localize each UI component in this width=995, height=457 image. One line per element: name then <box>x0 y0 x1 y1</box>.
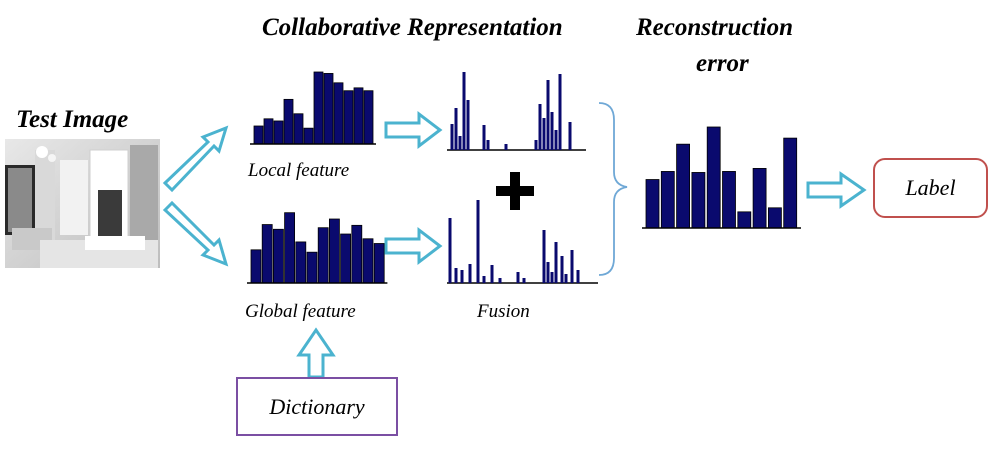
reconstruction-error-bar <box>706 126 721 229</box>
label-text: Label <box>905 175 956 200</box>
dictionary-box: Dictionary <box>236 377 398 436</box>
local-feature-bar <box>333 82 344 145</box>
reconstruction-error-bar <box>783 137 798 229</box>
local-feature-bar <box>253 125 264 145</box>
local-feature-bar <box>353 87 364 145</box>
arrow-icon <box>806 171 867 209</box>
reconstruction-error-bar <box>752 168 767 229</box>
local-feature-histogram <box>250 71 376 145</box>
local-feature-bar <box>363 90 374 145</box>
fusion-label: Fusion <box>477 301 530 322</box>
arrow-icon <box>162 125 229 193</box>
plus-icon <box>496 172 534 210</box>
global-feature-bar <box>362 238 374 284</box>
global-feature-bar <box>328 218 340 284</box>
reconstruction-error-bar <box>645 179 660 229</box>
reconstruction-error-bar <box>737 211 752 229</box>
reconstruction-error-histogram <box>642 126 801 229</box>
label-box: Label <box>873 158 988 218</box>
test-image-photo <box>5 139 160 268</box>
global-feature-bar <box>284 212 296 284</box>
global-sparse-coefficients <box>447 200 598 284</box>
arrow-icon <box>384 110 443 150</box>
dictionary-label: Dictionary <box>269 393 365 419</box>
local-feature-bar <box>293 113 304 145</box>
global-feature-bar <box>250 249 262 284</box>
global-feature-bar <box>351 224 363 284</box>
local-feature-bar <box>283 98 294 145</box>
local-feature-bar <box>323 73 334 145</box>
test-image-heading: Test Image <box>16 106 129 133</box>
arrow-icon <box>384 226 443 266</box>
reconstruction-heading-line2: error <box>696 50 749 77</box>
bracket-icon <box>598 102 628 276</box>
reconstruction-error-bar <box>722 171 736 229</box>
reconstruction-error-bar <box>676 143 690 229</box>
reconstruction-error-bar <box>660 171 675 229</box>
local-feature-bar <box>313 71 324 145</box>
reconstruction-error-bar <box>768 207 782 229</box>
reconstruction-error-bar <box>691 172 706 229</box>
global-feature-bar <box>306 251 318 284</box>
arrow-icon <box>296 327 336 379</box>
local-feature-bar <box>263 118 274 145</box>
arrow-icon <box>162 200 229 267</box>
reconstruction-heading-line1: Reconstruction <box>636 14 793 41</box>
global-feature-label: Global feature <box>245 301 356 322</box>
global-feature-bar <box>373 243 385 284</box>
local-sparse-coefficients <box>447 72 586 151</box>
local-feature-bar <box>303 127 314 145</box>
global-feature-histogram <box>247 212 388 284</box>
local-feature-label: Local feature <box>248 160 350 181</box>
global-feature-bar <box>340 233 352 284</box>
collaborative-representation-heading: Collaborative Representation <box>262 14 563 41</box>
global-feature-bar <box>261 224 273 284</box>
local-feature-bar <box>273 120 284 145</box>
local-feature-bar <box>343 90 354 145</box>
global-feature-bar <box>295 241 307 284</box>
global-feature-bar <box>272 228 284 284</box>
global-feature-bar <box>317 227 329 284</box>
